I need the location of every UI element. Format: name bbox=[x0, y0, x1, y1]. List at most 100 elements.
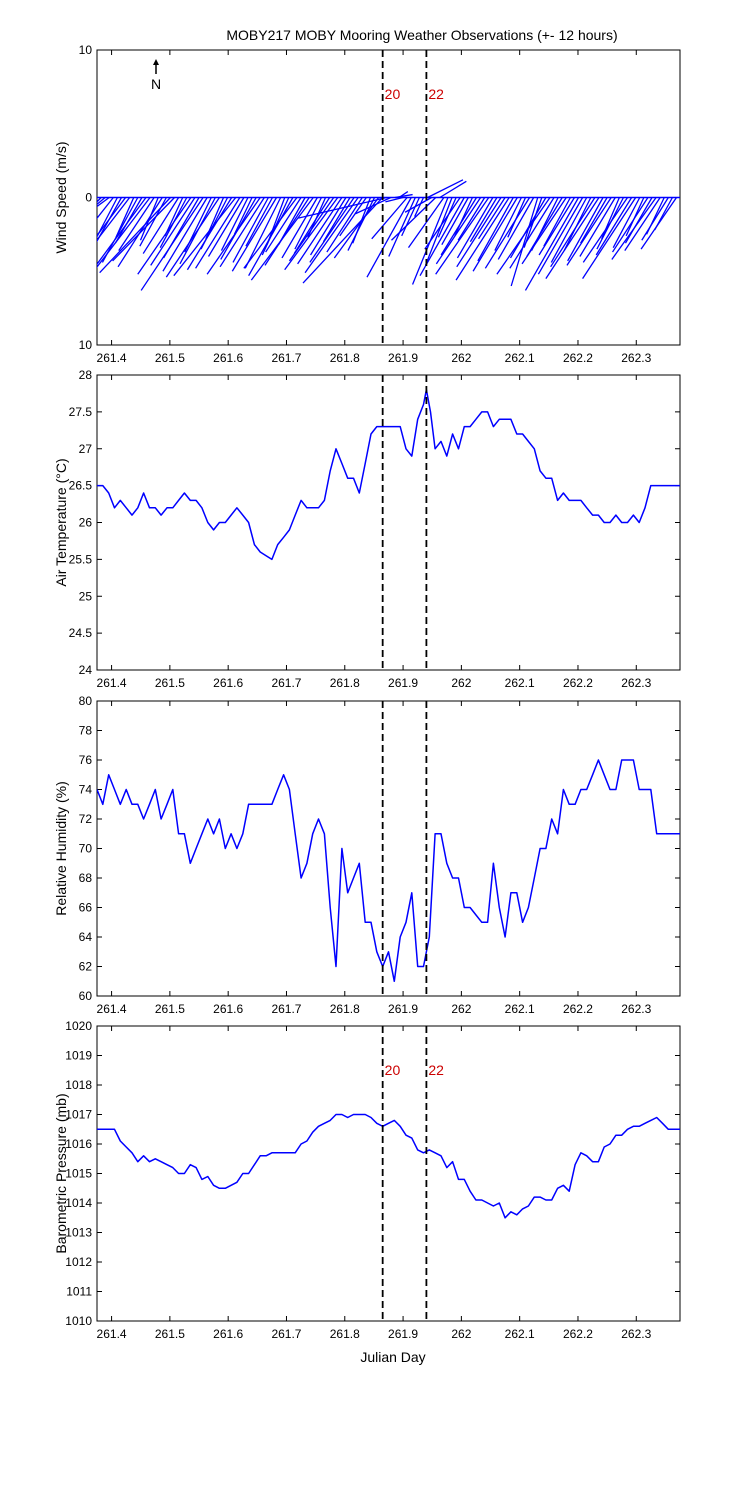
y-tick-label: 10 bbox=[79, 338, 93, 352]
wind-stick bbox=[97, 197, 131, 242]
wind-stick bbox=[510, 197, 539, 287]
y-tick-label: 1018 bbox=[65, 1078, 92, 1092]
y-tick-label: 24.5 bbox=[69, 626, 93, 640]
x-tick-label: 262 bbox=[451, 676, 471, 690]
y-tick-label: 27 bbox=[79, 442, 93, 456]
wind-stick bbox=[232, 197, 269, 263]
wind-stick bbox=[388, 197, 416, 257]
wind-stick bbox=[281, 197, 318, 259]
x-tick-label: 262.3 bbox=[621, 676, 651, 690]
y-tick-label: 62 bbox=[79, 960, 93, 974]
wind-stick bbox=[595, 197, 633, 256]
y-tick-label: 0 bbox=[85, 191, 92, 205]
wind-stick bbox=[477, 197, 514, 262]
wind-stick bbox=[245, 197, 274, 247]
wind-stick bbox=[566, 197, 612, 266]
x-tick-label: 262.1 bbox=[505, 351, 535, 365]
wind-stick bbox=[302, 197, 384, 284]
x-axis-label: Julian Day bbox=[360, 1349, 425, 1365]
wind-stick bbox=[641, 197, 669, 241]
wind-stick bbox=[248, 197, 294, 276]
y-tick-label: 80 bbox=[79, 694, 93, 708]
series-line bbox=[97, 759, 680, 983]
wind-stick bbox=[545, 197, 600, 279]
wind-stick bbox=[118, 197, 155, 251]
marker-label: 22 bbox=[428, 1062, 444, 1078]
wind-stick bbox=[580, 197, 608, 244]
y-tick-label: 78 bbox=[79, 724, 93, 738]
wind-stick bbox=[97, 197, 114, 220]
wind-stick bbox=[97, 197, 98, 199]
x-tick-label: 261.9 bbox=[388, 676, 418, 690]
y-tick-label: 64 bbox=[79, 930, 93, 944]
y-tick-label: 25 bbox=[79, 589, 93, 603]
wind-stick bbox=[567, 197, 604, 262]
wind-stick bbox=[304, 197, 359, 274]
y-tick-label: 70 bbox=[79, 842, 93, 856]
y-tick-label: 27.5 bbox=[69, 405, 93, 419]
x-tick-label: 261.6 bbox=[213, 676, 243, 690]
y-tick-label: 1013 bbox=[65, 1226, 92, 1240]
wind-stick bbox=[150, 197, 196, 266]
plot-frame bbox=[96, 374, 681, 671]
wind-stick bbox=[220, 197, 249, 251]
x-tick-label: 262.3 bbox=[621, 1327, 651, 1341]
x-tick-label: 262.1 bbox=[505, 1002, 535, 1016]
wind-stick bbox=[99, 197, 171, 274]
wind-stick bbox=[173, 197, 237, 277]
marker-label: 22 bbox=[428, 86, 444, 102]
wind-stick bbox=[288, 197, 335, 262]
wind-stick bbox=[309, 197, 355, 263]
x-tick-label: 262.3 bbox=[621, 1002, 651, 1016]
wind-stick bbox=[419, 197, 465, 276]
wind-stick bbox=[297, 197, 343, 265]
wind-stick bbox=[455, 197, 510, 281]
panel-1: 261.4 261.5 261.6 261.7 261.8 261.9 262 262.1 26… bbox=[53, 43, 681, 365]
wind-stick bbox=[231, 197, 278, 272]
y-tick-label: 1019 bbox=[65, 1049, 92, 1063]
x-tick-label: 261.4 bbox=[97, 676, 127, 690]
x-tick-label: 262.3 bbox=[621, 351, 651, 365]
wind-stick bbox=[309, 197, 347, 256]
data-layer bbox=[97, 388, 680, 561]
wind-stick bbox=[97, 196, 110, 208]
wind-stick bbox=[137, 197, 192, 275]
wind-stick bbox=[526, 197, 563, 257]
series-line bbox=[97, 388, 680, 561]
y-tick-label: 26.5 bbox=[69, 479, 93, 493]
x-tick-label: 261.8 bbox=[330, 1327, 360, 1341]
y-tick-label: 25.5 bbox=[69, 552, 93, 566]
wind-stick bbox=[243, 197, 298, 269]
x-tick-label: 262 bbox=[451, 351, 471, 365]
wind-stick bbox=[640, 197, 678, 250]
wind-stick bbox=[407, 197, 445, 249]
wind-stick bbox=[494, 197, 523, 251]
wind-stick bbox=[206, 197, 261, 275]
wind-stick bbox=[414, 197, 425, 217]
y-axis-label: Wind Speed (m/s) bbox=[53, 141, 69, 253]
y-tick-label: 76 bbox=[79, 753, 93, 767]
x-tick-label: 261.4 bbox=[97, 1327, 127, 1341]
wind-stick bbox=[509, 197, 547, 259]
wind-stick bbox=[435, 197, 490, 275]
wind-stick bbox=[582, 197, 629, 263]
x-tick-label: 262.2 bbox=[563, 1327, 593, 1341]
wind-stick bbox=[612, 197, 641, 248]
wind-stick bbox=[293, 197, 331, 254]
y-tick-label: 28 bbox=[79, 368, 93, 382]
wind-stick bbox=[219, 197, 265, 268]
wind-stick bbox=[97, 197, 127, 237]
wind-stick bbox=[496, 197, 551, 275]
panel-3: 261.4 261.5 261.6 261.7 261.8 261.9 262 262.1 26… bbox=[53, 694, 681, 1016]
y-tick-label: 1012 bbox=[65, 1255, 92, 1269]
y-axis-label: Relative Humidity (%) bbox=[53, 781, 69, 916]
wind-stick bbox=[326, 197, 363, 253]
wind-stick bbox=[611, 197, 657, 260]
series-line bbox=[97, 1113, 680, 1219]
wind-stick bbox=[97, 197, 102, 203]
wind-stick bbox=[469, 197, 498, 243]
wind-stick bbox=[497, 197, 535, 260]
wind-stick bbox=[624, 197, 661, 251]
x-tick-label: 261.5 bbox=[155, 1002, 185, 1016]
y-tick-label: 72 bbox=[79, 812, 93, 826]
